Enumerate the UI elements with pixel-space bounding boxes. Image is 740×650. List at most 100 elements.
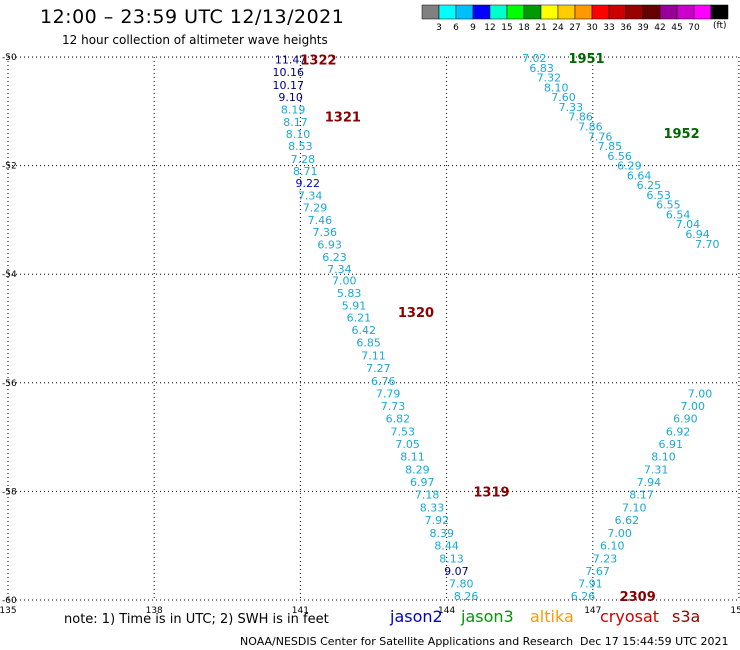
swh-point-label: 8.53 [288, 140, 313, 153]
colorbar-swatch [557, 4, 576, 20]
pass-number-label: 2309 [620, 590, 656, 605]
swh-point-label: 6.21 [347, 312, 372, 325]
swh-point-label: 7.70 [695, 238, 720, 251]
x-tick-label: 144 [438, 606, 455, 616]
colorbar-tick-label: 42 [654, 23, 665, 33]
swh-point-label: 8.13 [439, 553, 464, 566]
swh-point-label: 7.36 [313, 226, 338, 239]
y-tick-label: -60 [2, 596, 17, 606]
y-tick-label: -50 [2, 53, 17, 63]
swh-point-label: 6.92 [666, 426, 691, 439]
swh-point-label: 6.25 [637, 179, 662, 192]
swh-point-label: 7.23 [593, 553, 618, 566]
swh-point-label: 9.10 [278, 91, 303, 104]
pass-number-label: 1321 [325, 111, 361, 126]
swh-point-label: 6.62 [615, 514, 640, 527]
swh-point-label: 8.11 [400, 451, 425, 464]
swh-point-label: 6.85 [356, 337, 381, 350]
swh-point-label: 7.34 [327, 263, 352, 276]
swh-point-label: 7.10 [622, 502, 647, 515]
y-tick-label: -56 [2, 379, 17, 389]
y-tick-label: -54 [2, 270, 17, 280]
colorbar-tick-label: 36 [620, 23, 632, 33]
units-note: note: 1) Time is in UTC; 2) SWH is in fe… [64, 612, 329, 627]
swh-point-label: 7.34 [298, 189, 323, 202]
swh-point-label: 8.10 [651, 451, 676, 464]
colorbar-swatch [523, 4, 542, 20]
x-tick-label: 138 [146, 606, 163, 616]
colorbar-swatch [676, 4, 695, 20]
swh-point-label: 6.55 [656, 199, 681, 212]
swh-point-label: 6.94 [685, 228, 710, 241]
colorbar-swatch [574, 4, 593, 20]
swh-point-label: 7.29 [303, 201, 328, 214]
swh-point-label: 7.91 [578, 578, 603, 591]
swh-point-label: 7.05 [395, 438, 420, 451]
colorbar-tick-label: 45 [671, 23, 682, 33]
swh-point-label: 6.76 [371, 375, 396, 388]
swh-point-label: 7.85 [598, 140, 623, 153]
swh-point-label: 7.00 [332, 275, 357, 288]
colorbar-swatch [710, 4, 729, 20]
colorbar-tick-label: 18 [518, 23, 530, 33]
legend-mission-cryosat: cryosat [600, 607, 660, 626]
swh-point-label: 11.47 [275, 54, 307, 67]
pass-number-label: 1322 [300, 54, 336, 69]
swh-point-label: 8.10 [286, 128, 311, 141]
swh-point-label: 7.73 [381, 400, 406, 413]
swh-point-label: 6.93 [317, 238, 342, 251]
x-tick-label: 150 [730, 606, 740, 616]
swh-point-label: 6.53 [646, 189, 671, 202]
pass-number-label: 1951 [568, 52, 604, 67]
colorbar-swatch [693, 4, 712, 20]
swh-point-label: 6.97 [410, 476, 435, 489]
swh-point-label: 6.29 [617, 160, 642, 173]
colorbar-tick-label: 30 [586, 23, 598, 33]
pass-number-label: 1952 [663, 127, 699, 142]
footer-credit: NOAA/NESDIS Center for Satellite Applica… [240, 635, 574, 648]
swh-point-label: 8.33 [420, 502, 445, 515]
colorbar-tick-label: 6 [453, 23, 459, 33]
colorbar-tick-label: 33 [603, 23, 614, 33]
swh-point-label: 8.71 [293, 165, 318, 178]
swh-point-label: 7.76 [588, 130, 613, 143]
swh-point-label: 8.44 [434, 540, 459, 553]
colorbar-tick-label: 27 [569, 23, 580, 33]
colorbar-swatch [455, 4, 474, 20]
legend-mission-altika: altika [530, 607, 574, 626]
swh-point-label: 5.83 [337, 287, 362, 300]
legend-mission-jason2: jason2 [390, 607, 443, 626]
swh-point-label: 7.04 [676, 218, 701, 231]
legend-mission-s3a: s3a [672, 607, 701, 626]
colorbar-swatch [625, 4, 644, 20]
chart-subtitle: 12 hour collection of altimeter wave hei… [62, 33, 328, 47]
colorbar-tick-label: 12 [484, 23, 495, 33]
colorbar-swatch [489, 4, 508, 20]
swh-point-label: 7.94 [637, 476, 662, 489]
swh-point-label: 7.00 [680, 400, 705, 413]
swh-point-label: 7.28 [291, 153, 316, 166]
colorbar-swatch [591, 4, 610, 20]
colorbar-swatch [421, 4, 440, 20]
colorbar-swatch [642, 4, 661, 20]
swh-point-label: 6.56 [607, 150, 632, 163]
swh-point-label: 7.00 [607, 527, 632, 540]
y-tick-label: -58 [2, 487, 17, 497]
swh-point-label: 7.00 [688, 388, 713, 401]
swh-point-label: 9.22 [295, 177, 320, 190]
colorbar-tick-label: 39 [637, 23, 649, 33]
colorbar-swatch [472, 4, 491, 20]
swh-point-label: 6.90 [673, 413, 698, 426]
swh-point-label: 8.26 [454, 590, 479, 603]
swh-point-label: 5.91 [342, 300, 367, 313]
pass-number-label: 1319 [473, 485, 509, 500]
swh-point-label: 7.80 [449, 578, 474, 591]
swh-point-label: 7.11 [361, 350, 386, 363]
swh-point-label: 7.32 [537, 72, 562, 85]
footer-timestamp: Dec 17 15:44:59 UTC 2021 [580, 635, 729, 648]
swh-point-label: 7.60 [551, 91, 576, 104]
colorbar-unit: (ft) [713, 21, 727, 31]
swh-point-label: 6.10 [600, 540, 625, 553]
swh-point-label: 7.18 [415, 489, 440, 502]
